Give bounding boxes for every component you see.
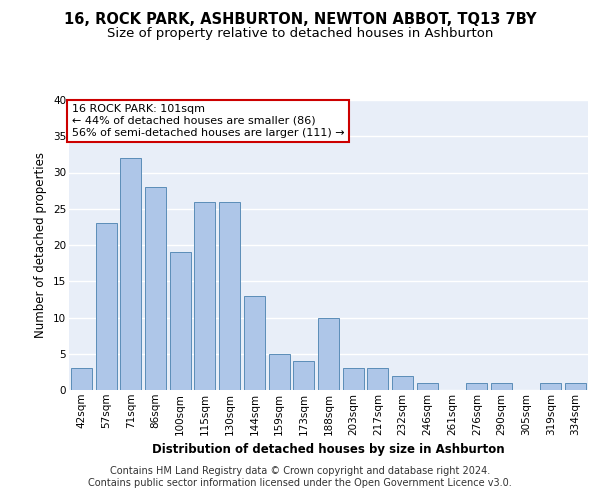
Bar [417,383,438,390]
Bar [565,383,586,390]
Text: 16, ROCK PARK, ASHBURTON, NEWTON ABBOT, TQ13 7BY: 16, ROCK PARK, ASHBURTON, NEWTON ABBOT, … [64,12,536,28]
Bar [269,354,290,390]
Bar [318,318,339,390]
Bar [541,383,562,390]
Bar [466,383,487,390]
Bar [244,296,265,390]
Bar [219,202,240,390]
Bar [367,368,388,390]
Text: Contains HM Land Registry data © Crown copyright and database right 2024.
Contai: Contains HM Land Registry data © Crown c… [88,466,512,487]
Bar [71,368,92,390]
X-axis label: Distribution of detached houses by size in Ashburton: Distribution of detached houses by size … [152,443,505,456]
Bar [293,361,314,390]
Bar [194,202,215,390]
Bar [491,383,512,390]
Bar [392,376,413,390]
Bar [95,223,116,390]
Text: Size of property relative to detached houses in Ashburton: Size of property relative to detached ho… [107,28,493,40]
Bar [170,252,191,390]
Bar [343,368,364,390]
Bar [120,158,141,390]
Y-axis label: Number of detached properties: Number of detached properties [34,152,47,338]
Text: 16 ROCK PARK: 101sqm
← 44% of detached houses are smaller (86)
56% of semi-detac: 16 ROCK PARK: 101sqm ← 44% of detached h… [71,104,344,138]
Bar [145,187,166,390]
